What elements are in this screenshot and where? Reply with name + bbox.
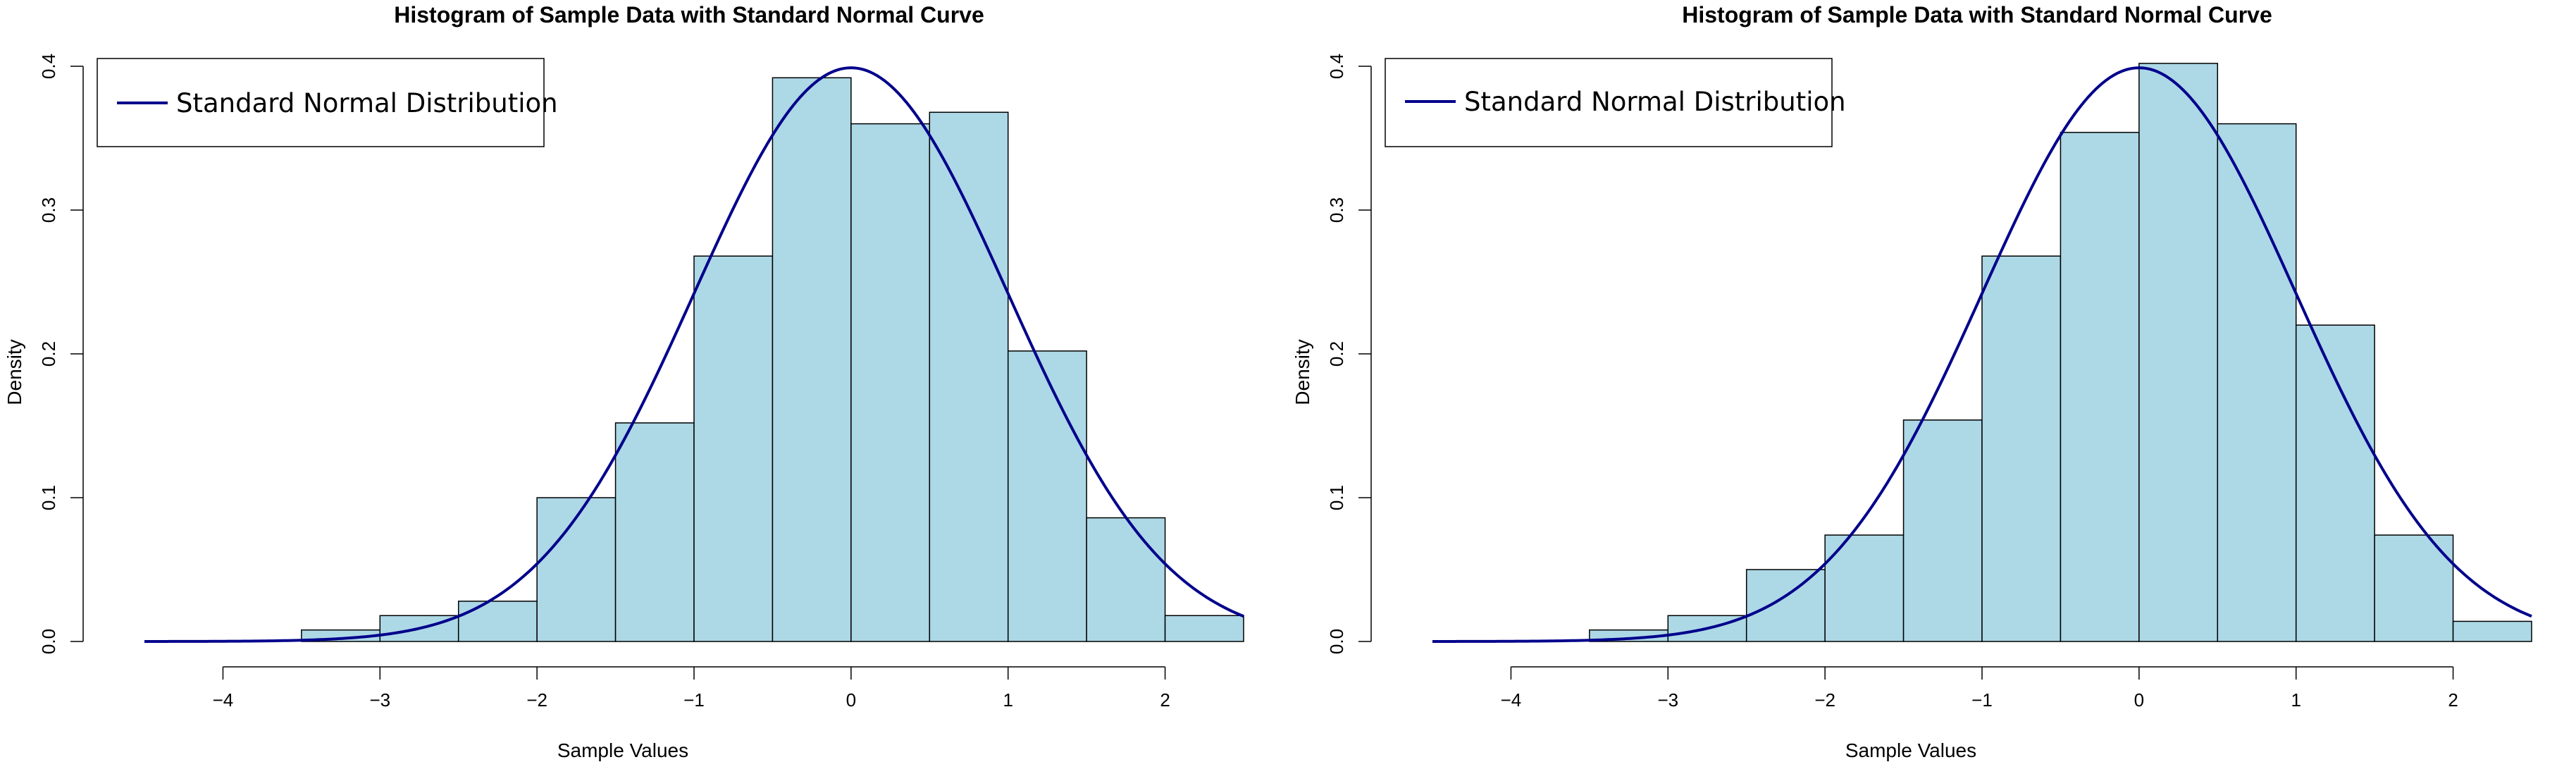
histogram-bar: [536, 497, 617, 642]
x-tick-label: −1: [1971, 689, 1993, 711]
histogram-bar: [2217, 123, 2297, 642]
normal-curve-layer: [1432, 66, 2532, 643]
histogram-bar: [614, 422, 695, 642]
y-tick-label: 0.4: [1326, 54, 1347, 79]
histogram-bar: [1981, 255, 2062, 642]
histogram-bar: [1086, 517, 1166, 642]
legend: Standard Normal Distribution: [97, 58, 558, 147]
legend: Standard Normal Distribution: [1385, 58, 1846, 147]
histogram-bar: [2295, 324, 2375, 642]
y-axis: 0.0 0.1 0.2 0.3 0.4: [38, 54, 84, 654]
x-axis: −4 −3 −2 −1 0 1 2: [1501, 666, 2458, 711]
x-tick-label: −4: [213, 689, 234, 711]
x-axis-label: Sample Values: [1845, 739, 1976, 761]
histogram-bar: [457, 601, 538, 642]
histogram-bar: [2374, 534, 2454, 642]
legend-label: Standard Normal Distribution: [176, 88, 558, 118]
y-tick-label: 0.0: [38, 629, 59, 654]
histogram-bar: [1824, 534, 1905, 642]
legend-label: Standard Normal Distribution: [1464, 87, 1846, 117]
y-tick-label: 0.0: [1326, 629, 1347, 654]
y-tick-label: 0.3: [38, 197, 59, 223]
x-tick-label: −2: [1814, 689, 1835, 711]
histogram-bars: [301, 77, 1244, 642]
legend-box: [97, 58, 545, 147]
y-axis: 0.0 0.1 0.2 0.3 0.4: [1326, 54, 1372, 654]
x-tick-label: −3: [1657, 689, 1678, 711]
histogram-bar: [2452, 620, 2532, 642]
x-tick-label: 2: [1160, 689, 1170, 711]
histogram-bars: [1589, 63, 2532, 642]
chart-panel-left: Histogram of Sample Data with Standard N…: [4, 2, 1244, 761]
y-tick-label: 0.1: [1326, 485, 1347, 510]
histogram-bar: [850, 123, 931, 642]
normal-curve-layer: [144, 66, 1244, 643]
chart-title: Histogram of Sample Data with Standard N…: [394, 2, 984, 27]
y-tick-label: 0.3: [1326, 197, 1347, 223]
histogram-bar: [1745, 569, 1826, 642]
histogram-bar: [2138, 63, 2219, 642]
histogram-bar: [772, 77, 852, 642]
x-axis-label: Sample Values: [557, 739, 688, 761]
normal-curve-line: [144, 66, 1244, 643]
y-tick-label: 0.1: [38, 485, 59, 510]
x-tick-label: −4: [1501, 689, 1522, 711]
y-tick-label: 0.2: [1326, 341, 1347, 367]
x-axis: −4 −3 −2 −1 0 1 2: [213, 666, 1170, 711]
y-axis-label: Density: [1292, 339, 1313, 405]
histogram-chart-right: Histogram of Sample Data with Standard N…: [1292, 2, 2532, 761]
x-tick-label: 2: [2448, 689, 2458, 711]
y-tick-label: 0.2: [38, 341, 59, 367]
histogram-bar: [1007, 350, 1087, 642]
histogram-chart-left: Histogram of Sample Data with Standard N…: [4, 2, 1244, 761]
x-tick-label: 0: [846, 689, 856, 711]
histogram-bar: [693, 255, 774, 642]
x-tick-label: −1: [683, 689, 705, 711]
legend-box: [1385, 58, 1833, 147]
y-tick-label: 0.4: [38, 54, 59, 79]
x-tick-label: 0: [2134, 689, 2144, 711]
y-axis-label: Density: [4, 339, 25, 405]
normal-curve-line: [1432, 66, 2532, 643]
x-tick-label: 1: [2291, 689, 2301, 711]
histogram-bar: [1902, 419, 1983, 642]
x-tick-label: 1: [1003, 689, 1013, 711]
histogram-bar: [1164, 615, 1244, 642]
histogram-bar: [929, 111, 1009, 642]
x-tick-label: −3: [369, 689, 390, 711]
chart-panel-right: Histogram of Sample Data with Standard N…: [1288, 0, 2576, 774]
histogram-bar: [2060, 132, 2140, 642]
chart-title: Histogram of Sample Data with Standard N…: [1682, 2, 2272, 27]
x-tick-label: −2: [526, 689, 547, 711]
